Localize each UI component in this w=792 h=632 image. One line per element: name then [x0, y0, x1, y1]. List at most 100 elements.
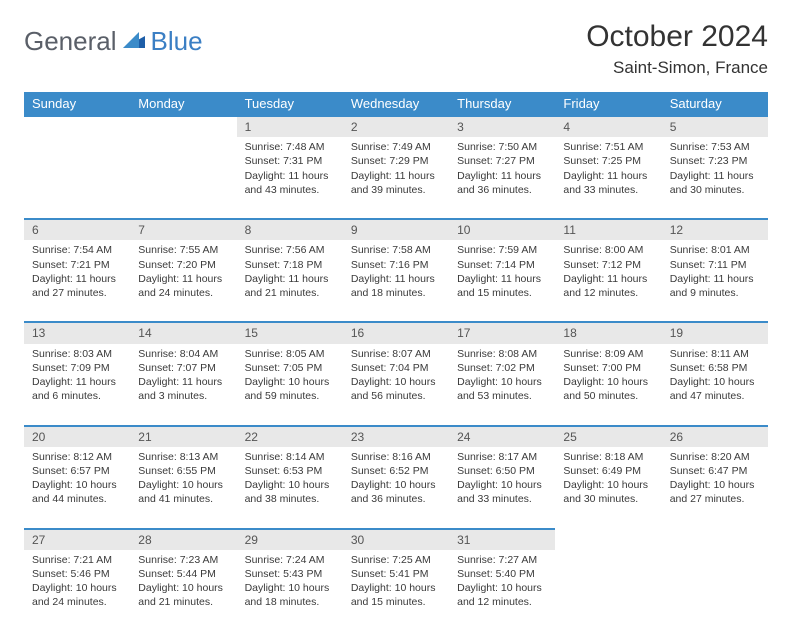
- day-number-cell: 3: [449, 116, 555, 137]
- daylight-text: Daylight: 10 hours and 44 minutes.: [32, 478, 122, 506]
- sunrise-text: Sunrise: 7:58 AM: [351, 243, 441, 257]
- sunset-text: Sunset: 5:46 PM: [32, 567, 122, 581]
- header: General Blue October 2024 Saint-Simon, F…: [24, 20, 768, 78]
- sunrise-text: Sunrise: 7:55 AM: [138, 243, 228, 257]
- sunrise-text: Sunrise: 7:24 AM: [245, 553, 335, 567]
- day-content-cell: Sunrise: 7:21 AMSunset: 5:46 PMDaylight:…: [24, 550, 130, 632]
- weekday-header: Monday: [130, 92, 236, 116]
- weekday-header: Friday: [555, 92, 661, 116]
- day-number-cell: 21: [130, 426, 236, 447]
- logo: General Blue: [24, 20, 203, 57]
- sunrise-text: Sunrise: 8:01 AM: [670, 243, 760, 257]
- sunset-text: Sunset: 7:09 PM: [32, 361, 122, 375]
- sunrise-text: Sunrise: 7:54 AM: [32, 243, 122, 257]
- day-content-cell: Sunrise: 8:01 AMSunset: 7:11 PMDaylight:…: [662, 240, 768, 322]
- day-content-cell: Sunrise: 8:04 AMSunset: 7:07 PMDaylight:…: [130, 344, 236, 426]
- day-number-cell: [24, 116, 130, 137]
- day-content-cell: Sunrise: 8:03 AMSunset: 7:09 PMDaylight:…: [24, 344, 130, 426]
- day-content-row: Sunrise: 8:12 AMSunset: 6:57 PMDaylight:…: [24, 447, 768, 529]
- day-number-cell: 28: [130, 529, 236, 550]
- sunrise-text: Sunrise: 8:03 AM: [32, 347, 122, 361]
- day-number-cell: 12: [662, 219, 768, 240]
- day-content-cell: [662, 550, 768, 632]
- weekday-header: Thursday: [449, 92, 555, 116]
- daylight-text: Daylight: 10 hours and 56 minutes.: [351, 375, 441, 403]
- sunrise-text: Sunrise: 7:25 AM: [351, 553, 441, 567]
- day-number-cell: 2: [343, 116, 449, 137]
- daylight-text: Daylight: 10 hours and 24 minutes.: [32, 581, 122, 609]
- sunset-text: Sunset: 7:00 PM: [563, 361, 653, 375]
- daylight-text: Daylight: 10 hours and 53 minutes.: [457, 375, 547, 403]
- sunset-text: Sunset: 7:25 PM: [563, 154, 653, 168]
- sunrise-text: Sunrise: 7:27 AM: [457, 553, 547, 567]
- day-content-cell: Sunrise: 8:17 AMSunset: 6:50 PMDaylight:…: [449, 447, 555, 529]
- sunrise-text: Sunrise: 8:11 AM: [670, 347, 760, 361]
- month-title: October 2024: [586, 20, 768, 54]
- daylight-text: Daylight: 11 hours and 39 minutes.: [351, 169, 441, 197]
- day-number-cell: 31: [449, 529, 555, 550]
- sunset-text: Sunset: 7:31 PM: [245, 154, 335, 168]
- day-number-cell: 8: [237, 219, 343, 240]
- weekday-header-row: SundayMondayTuesdayWednesdayThursdayFrid…: [24, 92, 768, 116]
- daylight-text: Daylight: 10 hours and 59 minutes.: [245, 375, 335, 403]
- day-content-cell: Sunrise: 7:50 AMSunset: 7:27 PMDaylight:…: [449, 137, 555, 219]
- daylight-text: Daylight: 10 hours and 21 minutes.: [138, 581, 228, 609]
- sunset-text: Sunset: 7:18 PM: [245, 258, 335, 272]
- day-content-cell: Sunrise: 7:59 AMSunset: 7:14 PMDaylight:…: [449, 240, 555, 322]
- sunset-text: Sunset: 7:02 PM: [457, 361, 547, 375]
- sunset-text: Sunset: 6:47 PM: [670, 464, 760, 478]
- day-content-cell: Sunrise: 7:25 AMSunset: 5:41 PMDaylight:…: [343, 550, 449, 632]
- day-content-cell: Sunrise: 7:56 AMSunset: 7:18 PMDaylight:…: [237, 240, 343, 322]
- sunrise-text: Sunrise: 7:56 AM: [245, 243, 335, 257]
- sunrise-text: Sunrise: 8:17 AM: [457, 450, 547, 464]
- day-number-cell: 11: [555, 219, 661, 240]
- day-content-cell: Sunrise: 8:20 AMSunset: 6:47 PMDaylight:…: [662, 447, 768, 529]
- day-number-cell: 30: [343, 529, 449, 550]
- calendar-table: SundayMondayTuesdayWednesdayThursdayFrid…: [24, 92, 768, 632]
- day-content-cell: [24, 137, 130, 219]
- day-number-cell: 9: [343, 219, 449, 240]
- sunrise-text: Sunrise: 8:08 AM: [457, 347, 547, 361]
- daylight-text: Daylight: 11 hours and 30 minutes.: [670, 169, 760, 197]
- sunset-text: Sunset: 7:12 PM: [563, 258, 653, 272]
- daylight-text: Daylight: 10 hours and 47 minutes.: [670, 375, 760, 403]
- day-number-row: 12345: [24, 116, 768, 137]
- daylight-text: Daylight: 10 hours and 18 minutes.: [245, 581, 335, 609]
- sunrise-text: Sunrise: 8:14 AM: [245, 450, 335, 464]
- sunrise-text: Sunrise: 7:51 AM: [563, 140, 653, 154]
- sunset-text: Sunset: 6:55 PM: [138, 464, 228, 478]
- sunset-text: Sunset: 7:11 PM: [670, 258, 760, 272]
- daylight-text: Daylight: 11 hours and 18 minutes.: [351, 272, 441, 300]
- sunrise-text: Sunrise: 8:18 AM: [563, 450, 653, 464]
- day-content-row: Sunrise: 7:54 AMSunset: 7:21 PM Daylight:…: [24, 240, 768, 322]
- sunset-text: Sunset: 7:07 PM: [138, 361, 228, 375]
- sunrise-text: Sunrise: 8:12 AM: [32, 450, 122, 464]
- day-content-cell: Sunrise: 8:00 AMSunset: 7:12 PMDaylight:…: [555, 240, 661, 322]
- sunset-text: Sunset: 7:16 PM: [351, 258, 441, 272]
- day-content-cell: Sunrise: 8:16 AMSunset: 6:52 PMDaylight:…: [343, 447, 449, 529]
- day-number-cell: 1: [237, 116, 343, 137]
- day-number-cell: 6: [24, 219, 130, 240]
- sunrise-text: Sunrise: 7:49 AM: [351, 140, 441, 154]
- sunset-text: Sunset: 7:21 PM: [32, 258, 122, 272]
- day-number-cell: 23: [343, 426, 449, 447]
- sunrise-text: Sunrise: 7:23 AM: [138, 553, 228, 567]
- sunrise-text: Sunrise: 8:13 AM: [138, 450, 228, 464]
- sunset-text: Sunset: 7:04 PM: [351, 361, 441, 375]
- daylight-text: Daylight: 11 hours and 15 minutes.: [457, 272, 547, 300]
- sunrise-text: Sunrise: 7:50 AM: [457, 140, 547, 154]
- day-content-cell: Sunrise: 7:49 AMSunset: 7:29 PMDaylight:…: [343, 137, 449, 219]
- day-content-cell: Sunrise: 7:48 AMSunset: 7:31 PMDaylight:…: [237, 137, 343, 219]
- sunset-text: Sunset: 7:20 PM: [138, 258, 228, 272]
- day-content-cell: Sunrise: 8:05 AMSunset: 7:05 PMDaylight:…: [237, 344, 343, 426]
- daylight-text: Daylight: 10 hours and 15 minutes.: [351, 581, 441, 609]
- daylight-text: Daylight: 10 hours and 33 minutes.: [457, 478, 547, 506]
- sunset-text: Sunset: 7:23 PM: [670, 154, 760, 168]
- sunrise-text: Sunrise: 8:07 AM: [351, 347, 441, 361]
- day-content-cell: Sunrise: 8:14 AMSunset: 6:53 PMDaylight:…: [237, 447, 343, 529]
- day-number-cell: 16: [343, 322, 449, 343]
- day-number-cell: 10: [449, 219, 555, 240]
- calendar-body: 12345Sunrise: 7:48 AMSunset: 7:31 PMDayl…: [24, 116, 768, 632]
- day-content-cell: Sunrise: 7:23 AMSunset: 5:44 PMDaylight:…: [130, 550, 236, 632]
- sunset-text: Sunset: 6:52 PM: [351, 464, 441, 478]
